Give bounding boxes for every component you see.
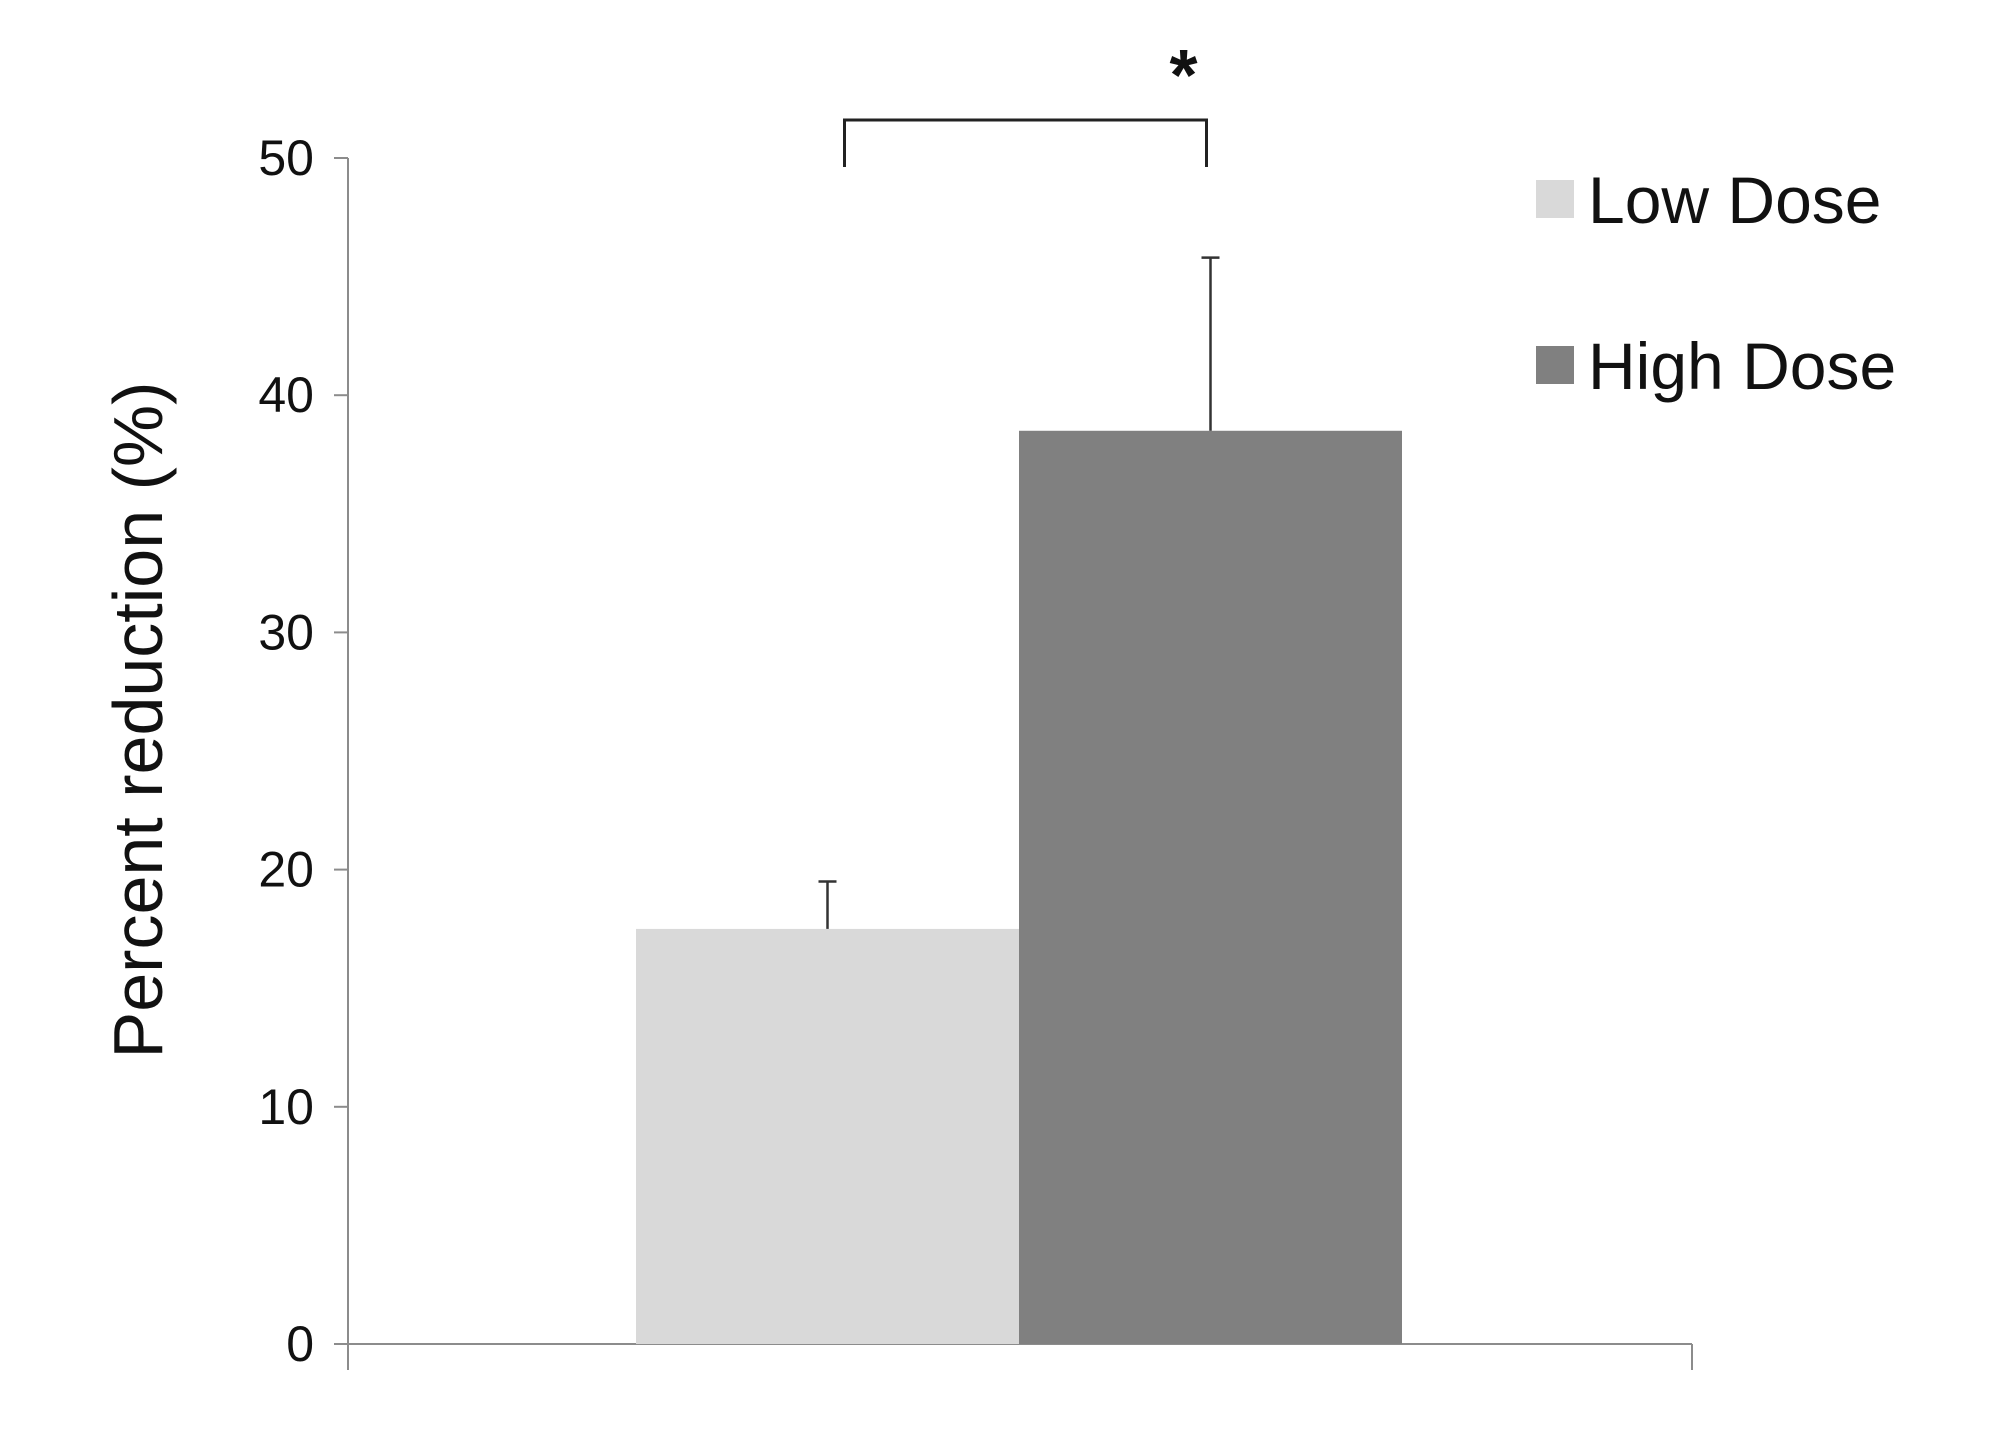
y-tick-label: 10 [258, 1079, 314, 1135]
error-bars [818, 256, 1220, 929]
y-axis: 0 10 20 30 40 50 [258, 130, 349, 1372]
x-axis [347, 1343, 1693, 1370]
legend-label: Low Dose [1588, 163, 1882, 237]
y-tick-label: 50 [258, 130, 314, 186]
bar-high-dose [1019, 430, 1402, 1344]
significance-bracket [843, 118, 1208, 167]
legend-swatch [1536, 346, 1574, 384]
y-axis-title: Percent reduction (%) [99, 382, 177, 1059]
y-tick-label: 0 [286, 1316, 314, 1372]
legend-label: High Dose [1588, 329, 1896, 403]
bars [636, 430, 1402, 1344]
legend-swatch [1536, 180, 1574, 218]
y-tick-label: 40 [258, 367, 314, 423]
y-tick-label: 20 [258, 842, 314, 898]
legend: Low Dose High Dose [1536, 163, 1896, 403]
significance-star: * [1169, 36, 1197, 116]
y-tick-label: 30 [258, 604, 314, 660]
significance-annotation: * [843, 36, 1208, 167]
bar-low-dose [636, 928, 1019, 1344]
